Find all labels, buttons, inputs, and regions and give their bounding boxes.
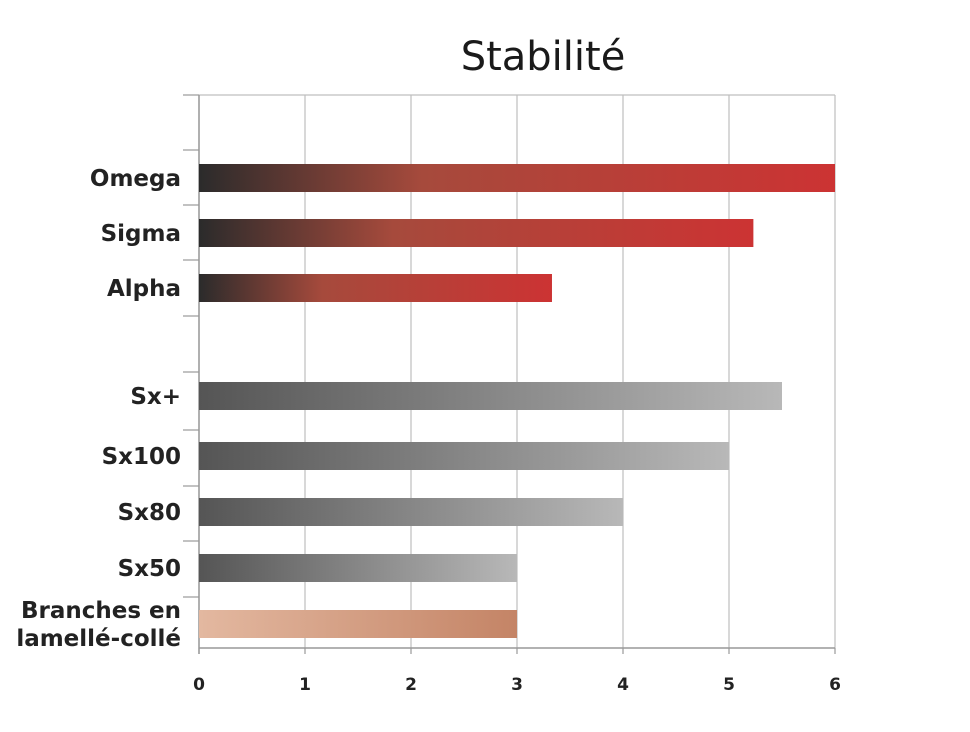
category-labels: Omega Sigma Alpha Sx+ Sx100 Sx80 Sx50 Branches … — [16, 166, 181, 652]
bar-omega — [199, 164, 835, 192]
x-tick-label: 1 — [299, 675, 311, 695]
bar-sigma — [199, 219, 754, 247]
x-tick-label: 2 — [405, 675, 417, 695]
category-label: Sx+ — [130, 384, 181, 410]
category-label: Sx50 — [118, 556, 181, 582]
x-tick-labels: 0 1 2 3 4 5 6 — [193, 675, 841, 695]
bar-branches-en-lamell-coll- — [199, 610, 517, 638]
category-label: Omega — [90, 166, 181, 192]
x-tick-label: 0 — [193, 675, 205, 695]
bar-sx100 — [199, 442, 729, 470]
bar-sx- — [199, 382, 782, 410]
x-tick-label: 3 — [511, 675, 523, 695]
bar-sx50 — [199, 554, 517, 582]
category-label: Sx100 — [102, 444, 181, 470]
category-label: Alpha — [107, 276, 181, 302]
bar-sx80 — [199, 498, 623, 526]
x-tick-label: 4 — [617, 675, 629, 695]
category-label: Sigma — [101, 221, 181, 247]
bar-alpha — [199, 274, 552, 302]
bars — [199, 164, 835, 638]
category-label: Branches en lamellé-collé — [16, 598, 181, 652]
x-tick-label: 5 — [723, 675, 735, 695]
chart-title: Stabilité — [461, 34, 626, 80]
x-tick-label: 6 — [829, 675, 841, 695]
category-label: Sx80 — [118, 500, 181, 526]
